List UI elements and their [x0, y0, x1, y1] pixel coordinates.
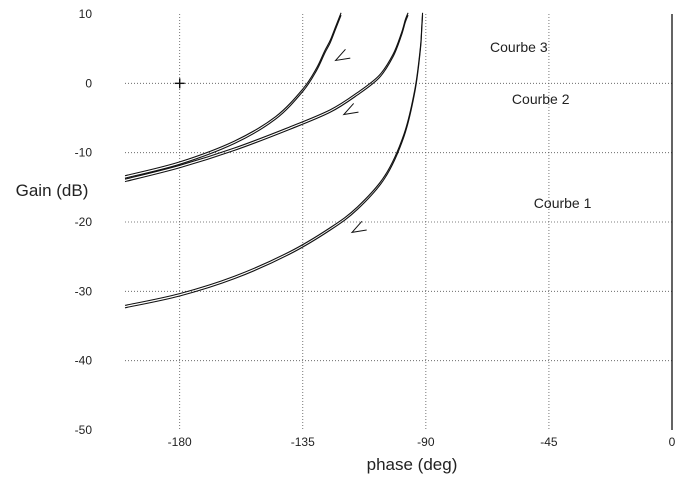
courbe-1-line-lower: [124, 15, 424, 309]
y-axis-label: Gain (dB): [16, 181, 89, 200]
x-tick-label: -180: [168, 435, 192, 449]
y-tick-label: -50: [75, 423, 93, 437]
curves: [124, 12, 424, 309]
direction-arrows: [334, 48, 367, 234]
x-tick-label: 0: [669, 435, 676, 449]
y-tick-label: -30: [75, 284, 93, 298]
y-tick-label: -20: [75, 215, 93, 229]
x-tick-label: -45: [540, 435, 558, 449]
y-tick-label: -40: [75, 354, 93, 368]
y-tick-label: 10: [79, 7, 93, 21]
courbe-2-line-upper: [124, 12, 409, 180]
courbe-2-line-lower: [124, 14, 409, 183]
y-tick-label: 0: [85, 76, 92, 90]
y-tick-label: -10: [75, 146, 93, 160]
grid: [125, 14, 673, 430]
courbe-2-arrow: [342, 103, 359, 116]
x-axis-label: phase (deg): [367, 455, 458, 474]
courbe-3-line-upper: [124, 12, 342, 177]
x-tick-label: -90: [417, 435, 435, 449]
courbe-1-arrow: [350, 220, 367, 234]
courbe-3-arrow: [334, 48, 351, 62]
curve-label: Courbe 2: [512, 91, 570, 107]
curve-label: Courbe 3: [490, 39, 548, 55]
courbe-3-line-lower: [124, 14, 342, 179]
critical-point-marker: [174, 78, 185, 89]
curve-labels: Courbe 3 Courbe 2 Courbe 1: [490, 39, 592, 211]
x-tick-label: -135: [291, 435, 315, 449]
curve-label: Courbe 1: [534, 195, 592, 211]
tick-labels: 10 0 -10 -20 -30 -40 -50 -180 -135 -90 -45 0: [75, 7, 676, 449]
